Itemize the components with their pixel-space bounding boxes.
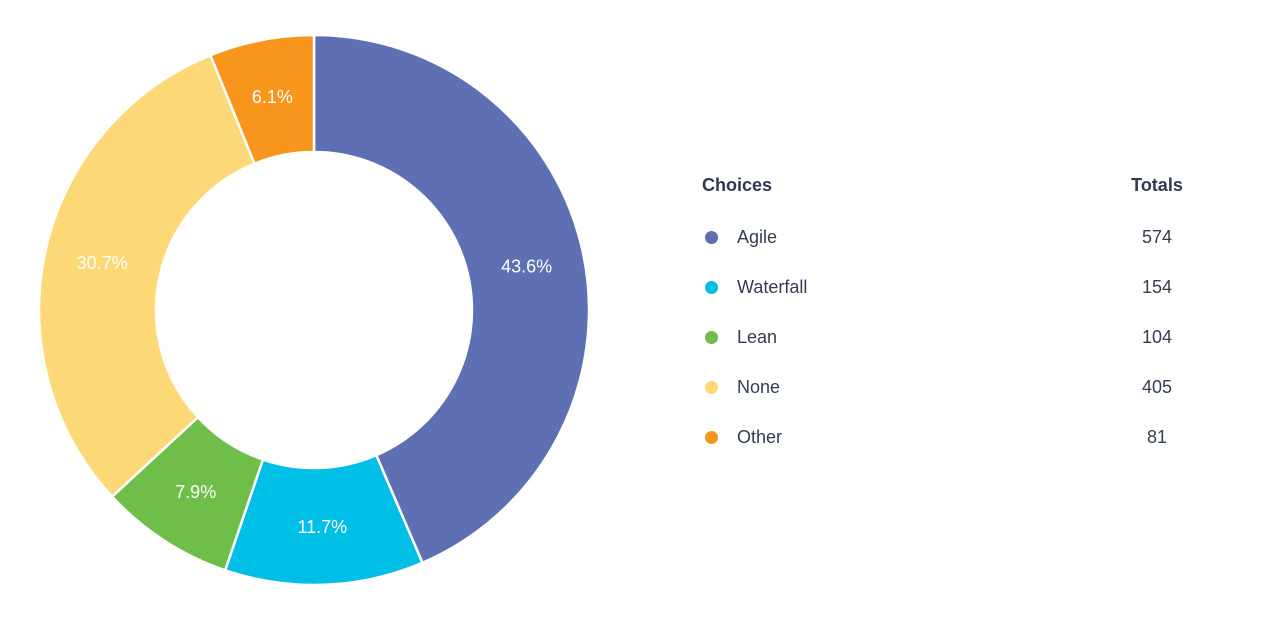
donut-chart: 43.6% 11.7% 7.9% 30.7% 6.1%	[37, 33, 591, 587]
legend-dot-waterfall	[705, 280, 718, 294]
legend-table: Choices Totals Agile 574 Waterfall 154 Lean 1…	[702, 175, 1197, 462]
legend-choice-label: Agile	[737, 226, 778, 247]
legend-choice-label: None	[737, 376, 781, 397]
legend-label-cell: Agile	[702, 227, 1117, 248]
legend-row-other: Other 81	[702, 412, 1197, 462]
legend-row-lean: Lean 104	[702, 312, 1197, 362]
donut-chart-svg: 43.6% 11.7% 7.9% 30.7% 6.1%	[37, 33, 591, 587]
legend-header-row: Choices Totals	[702, 175, 1197, 196]
legend-choice-label: Waterfall	[737, 276, 808, 297]
donut-slice-none[interactable]	[37, 54, 256, 498]
legend-total-value: 574	[1141, 226, 1173, 247]
slice-percent-label-other: 6.1%	[252, 87, 293, 107]
legend-dot-none	[705, 380, 718, 394]
legend-label-cell: Lean	[702, 327, 1117, 348]
legend-dot-other	[705, 430, 718, 444]
donut-slice-agile[interactable]	[312, 33, 591, 564]
legend-row-none: None 405	[702, 362, 1197, 412]
slice-percent-label-none: 30.7%	[77, 253, 128, 273]
legend-row-waterfall: Waterfall 154	[702, 262, 1197, 312]
legend-label-cell: None	[702, 377, 1117, 398]
choices-column-header: Choices	[702, 175, 773, 195]
legend-total-value: 104	[1141, 326, 1173, 347]
legend-label-cell: Other	[702, 427, 1117, 448]
legend-total-value: 405	[1141, 376, 1173, 397]
legend-dot-lean	[705, 330, 718, 344]
totals-column-header: Totals	[1131, 175, 1183, 195]
legend-total-value: 81	[1146, 426, 1168, 447]
legend-choice-label: Other	[737, 426, 783, 447]
legend-rows: Agile 574 Waterfall 154 Lean 104 None 405 Other 8…	[702, 212, 1197, 462]
legend-choice-label: Lean	[737, 326, 778, 347]
donut-slice-other[interactable]	[209, 33, 316, 165]
slice-percent-label-lean: 7.9%	[175, 482, 216, 502]
legend-row-agile: Agile 574	[702, 212, 1197, 262]
legend-dot-agile	[705, 230, 718, 244]
legend-total-value: 154	[1141, 276, 1173, 297]
slice-percent-label-agile: 43.6%	[501, 256, 552, 276]
slice-percent-label-waterfall: 11.7%	[297, 517, 347, 537]
legend-label-cell: Waterfall	[702, 277, 1117, 298]
